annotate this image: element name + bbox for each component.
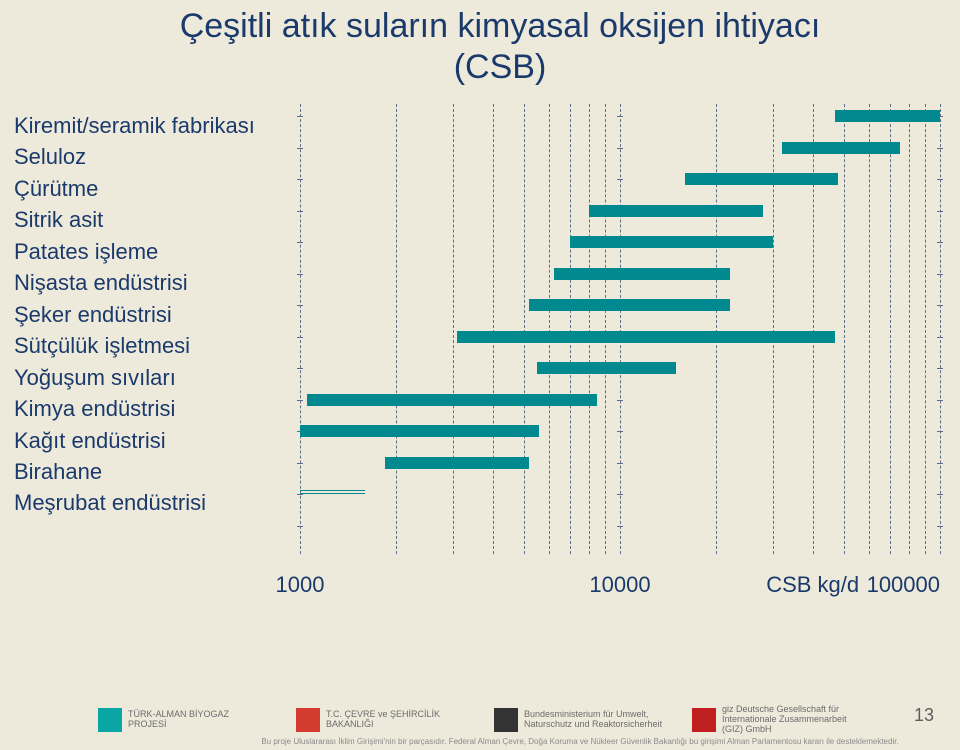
org-logo-icon: [494, 708, 518, 732]
category-label: Nişasta endüstrisi: [14, 267, 280, 298]
category-label: Kağıt endüstrisi: [14, 425, 280, 456]
category-label: Meşrubat endüstrisi: [14, 487, 280, 518]
footer-footnote: Bu proje Uluslararası İklim Girişimi'nin…: [260, 737, 900, 746]
org-logo-icon: [296, 708, 320, 732]
footer-org: Bundesministerium für Umwelt, Naturschut…: [494, 708, 664, 732]
category-label: Sütçülük işletmesi: [14, 330, 280, 361]
title-line-1: Çeşitli atık suların kimyasal oksijen ih…: [180, 7, 821, 45]
org-name: giz Deutsche Gesellschaft für Internatio…: [722, 705, 862, 735]
org-logo-icon: [98, 708, 122, 732]
page-number: 13: [914, 705, 934, 726]
footer-org: TÜRK-ALMAN BİYOGAZ PROJESİ: [98, 708, 268, 732]
category-label: Kiremit/seramik fabrikası: [14, 110, 280, 141]
chart-axis: 100010000CSB kg/d100000: [300, 104, 940, 604]
csb-range-chart: 100010000CSB kg/d100000: [300, 104, 940, 604]
axis-label: 100000: [867, 572, 940, 602]
category-label: Patates işleme: [14, 236, 280, 267]
slide-title: Çeşitli atık suların kimyasal oksijen ih…: [60, 6, 940, 88]
category-label: Sitrik asit: [14, 204, 280, 235]
axis-label: 1000: [276, 572, 325, 602]
axis-label: 10000: [589, 572, 650, 602]
footer-org: giz Deutsche Gesellschaft für Internatio…: [692, 705, 862, 735]
slide-root: Çeşitli atık suların kimyasal oksijen ih…: [0, 0, 960, 750]
footer-org: T.C. ÇEVRE ve ŞEHİRCİLİK BAKANLIĞI: [296, 708, 466, 732]
category-label: Şeker endüstrisi: [14, 299, 280, 330]
category-label: Seluloz: [14, 141, 280, 172]
org-name: Bundesministerium für Umwelt, Naturschut…: [524, 710, 664, 730]
org-logo-icon: [692, 708, 716, 732]
category-label-list: Kiremit/seramik fabrikasıSelulozÇürütmeS…: [14, 110, 280, 519]
title-line-2: (CSB): [454, 48, 547, 86]
gridline: [940, 104, 941, 554]
axis-label: CSB kg/d: [766, 572, 859, 602]
org-name: T.C. ÇEVRE ve ŞEHİRCİLİK BAKANLIĞI: [326, 710, 466, 730]
category-label: Yoğuşum sıvıları: [14, 362, 280, 393]
org-name: TÜRK-ALMAN BİYOGAZ PROJESİ: [128, 710, 268, 730]
category-label: Çürütme: [14, 173, 280, 204]
category-label: Kimya endüstrisi: [14, 393, 280, 424]
category-label: Birahane: [14, 456, 280, 487]
